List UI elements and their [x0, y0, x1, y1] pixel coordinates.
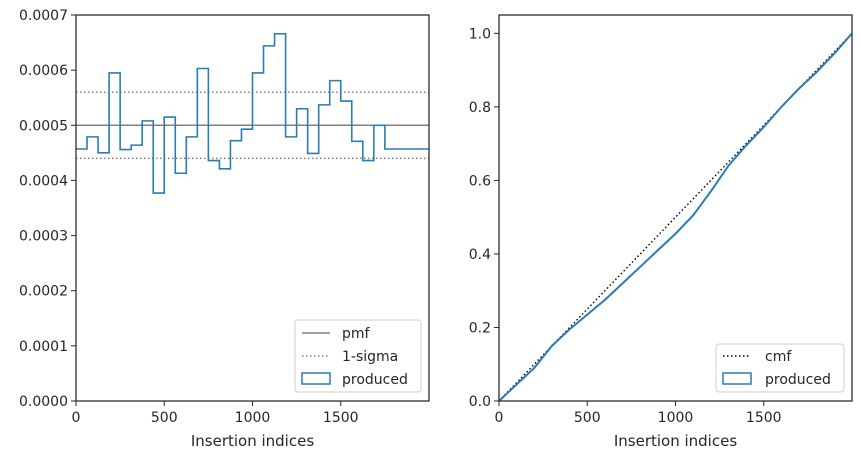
left-ytick-label: 0.0003 [19, 229, 68, 245]
right-plot-area [498, 14, 853, 402]
left-ytick-label: 0.0004 [19, 173, 68, 189]
left-clipped-marks [76, 32, 429, 194]
right-xtick-label: 1500 [746, 410, 782, 426]
right-spines [498, 14, 853, 402]
left-xtick-label: 1000 [235, 410, 271, 426]
left-xtick-label: 1500 [323, 410, 359, 426]
legend-produced-label-right: produced [765, 372, 831, 388]
left-ytick-label: 0.0006 [19, 63, 68, 79]
left-xtick-label: 500 [151, 410, 178, 426]
right-xtick-label: 0 [495, 410, 504, 426]
produced-step-histogram [76, 32, 429, 194]
right-ytick-label: 0.6 [469, 173, 491, 189]
legend-cmf-label: cmf [765, 349, 792, 365]
right-xtick-label: 500 [574, 410, 601, 426]
right-ticks: 0 500 1000 1500 0.0 0.2 0.4 0.6 0.8 1.0 [469, 26, 782, 426]
cmf-panel: 0 500 1000 1500 0.0 0.2 0.4 0.6 0.8 1.0 Insertion… [469, 14, 853, 450]
left-ytick-label: 0.0002 [19, 284, 68, 300]
right-xtick-label: 1000 [658, 410, 694, 426]
right-ytick-label: 0.2 [469, 320, 491, 336]
legend-produced-swatch [301, 372, 331, 385]
left-ticks: 0 500 1000 1500 0.0000 0.0001 0.0002 0.0003 0.00… [19, 8, 359, 426]
legend-produced-swatch-right [722, 372, 752, 385]
right-xaxis-label: Insertion indices [614, 432, 737, 450]
legend-sigma-label: 1-sigma [342, 349, 398, 365]
left-legend-box [294, 319, 422, 393]
legend-produced-label: produced [342, 372, 408, 388]
right-legend: cmf produced [715, 343, 845, 393]
produced-cumulative-line [498, 32, 853, 402]
left-xaxis-label: Insertion indices [191, 432, 314, 450]
left-ytick-label: 0.0001 [19, 339, 68, 355]
pmf-histogram-panel: 0 500 1000 1500 0.0000 0.0001 0.0002 0.0003 0.00… [19, 8, 430, 450]
right-ytick-label: 0.0 [469, 394, 491, 410]
right-ytick-label: 0.8 [469, 100, 491, 116]
left-ytick-label: 0.0007 [19, 8, 68, 24]
left-ytick-label: 0.0000 [19, 394, 68, 410]
right-ytick-label: 0.4 [469, 247, 491, 263]
left-ytick-label: 0.0005 [19, 118, 68, 134]
right-ytick-label: 1.0 [469, 26, 491, 42]
left-xtick-label: 0 [72, 410, 81, 426]
legend-pmf-label: pmf [342, 326, 371, 342]
left-legend: pmf 1-sigma produced [294, 319, 422, 393]
